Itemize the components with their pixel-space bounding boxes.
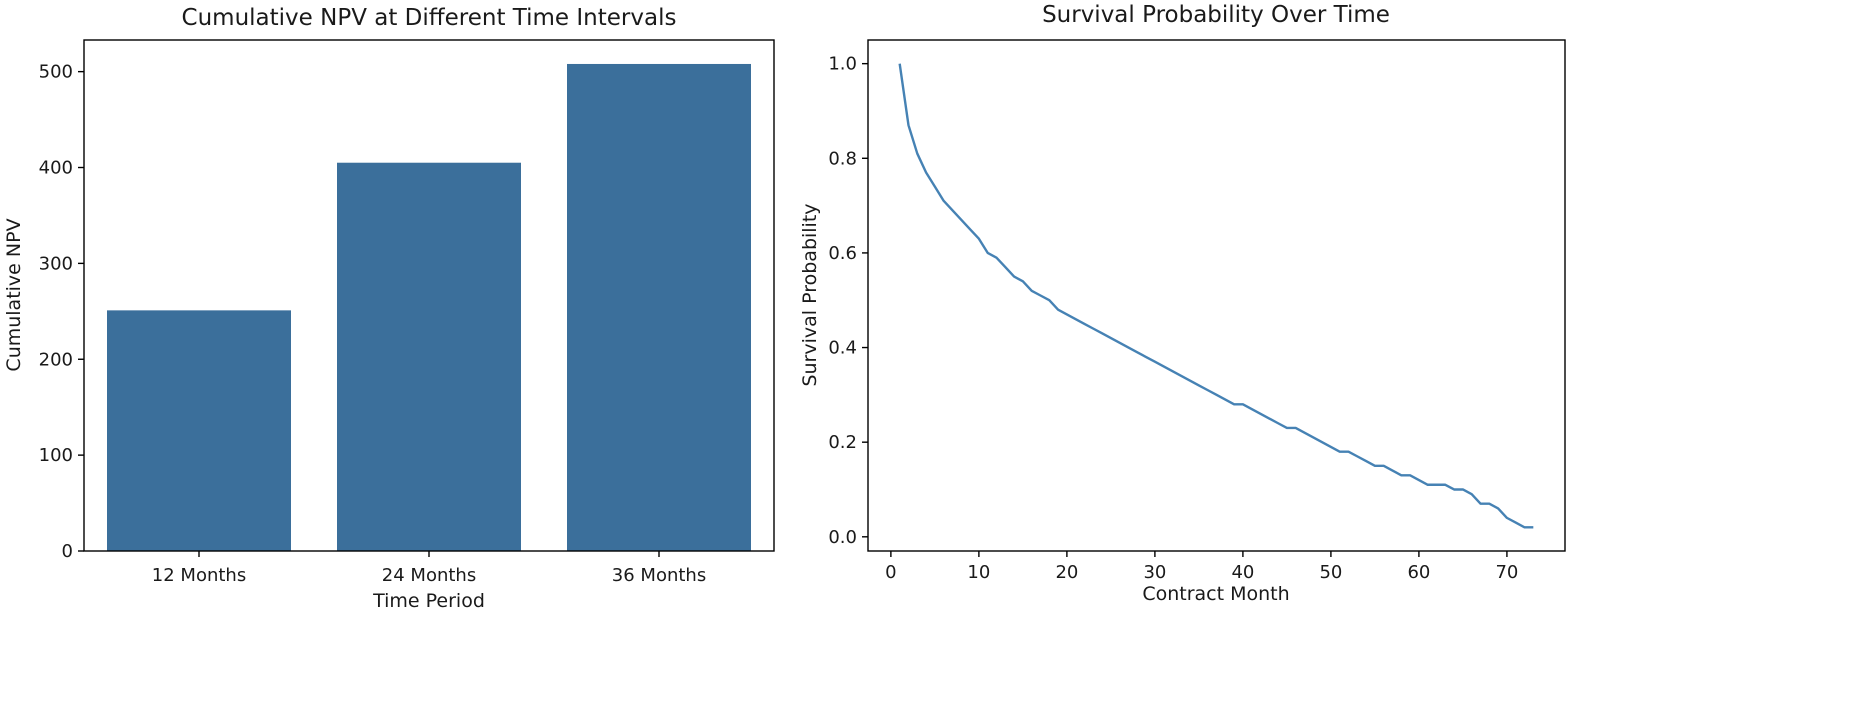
chart2-x-tick-label: 10 <box>967 562 990 583</box>
chart2-x-tick-label: 50 <box>1319 562 1342 583</box>
chart2-plot-frame <box>867 39 1566 552</box>
chart2-x-tick-label: 30 <box>1143 562 1166 583</box>
chart1-x-tick-label: 12 Months <box>152 565 246 586</box>
chart1-x-axis-label: Time Period <box>372 590 485 612</box>
chart1-y-tick-label: 0 <box>62 541 73 562</box>
chart1-x-tick-label: 24 Months <box>382 565 476 586</box>
chart2-x-tick-label: 40 <box>1231 562 1254 583</box>
chart2-x-tick-label: 20 <box>1055 562 1078 583</box>
chart2-y-tick-label: 0.2 <box>828 432 857 453</box>
chart2-x-tick-label: 0 <box>885 562 896 583</box>
survival-line-chart: Survival Probability Over Time 0.0 0.2 0.4… <box>799 2 1566 605</box>
chart1-x-tick-label: 36 Months <box>612 565 706 586</box>
chart2-x-tick-label: 60 <box>1407 562 1430 583</box>
chart2-x-axis-label: Contract Month <box>1142 583 1289 605</box>
chart1-y-axis-label: Cumulative NPV <box>3 218 25 371</box>
chart1-y-tick-label: 300 <box>39 253 73 274</box>
chart1-y-tick-label: 100 <box>39 445 73 466</box>
npv-bar-chart: Cumulative NPV at Different Time Interva… <box>3 5 775 612</box>
chart2-x-tick-label: 70 <box>1495 562 1518 583</box>
bar-1 <box>107 310 291 551</box>
chart2-title: Survival Probability Over Time <box>1042 2 1390 28</box>
chart1-plot-frame <box>83 39 775 552</box>
bar-3 <box>567 63 751 551</box>
chart1-y-tick-label: 400 <box>39 158 73 179</box>
chart2-y-tick-label: 0.4 <box>828 338 857 359</box>
chart2-y-tick-label: 1.0 <box>828 54 857 75</box>
chart1-y-tick-label: 200 <box>39 349 73 370</box>
bar-2 <box>337 162 521 551</box>
survival-probability-line <box>898 63 1534 529</box>
chart1-title: Cumulative NPV at Different Time Interva… <box>182 5 677 31</box>
chart1-y-tick-label: 500 <box>39 62 73 83</box>
chart2-y-tick-label: 0.6 <box>828 243 857 264</box>
chart2-y-tick-label: 0.0 <box>828 527 857 548</box>
chart2-y-tick-label: 0.8 <box>828 148 857 169</box>
chart2-y-axis-label: Survival Probability <box>799 203 821 386</box>
